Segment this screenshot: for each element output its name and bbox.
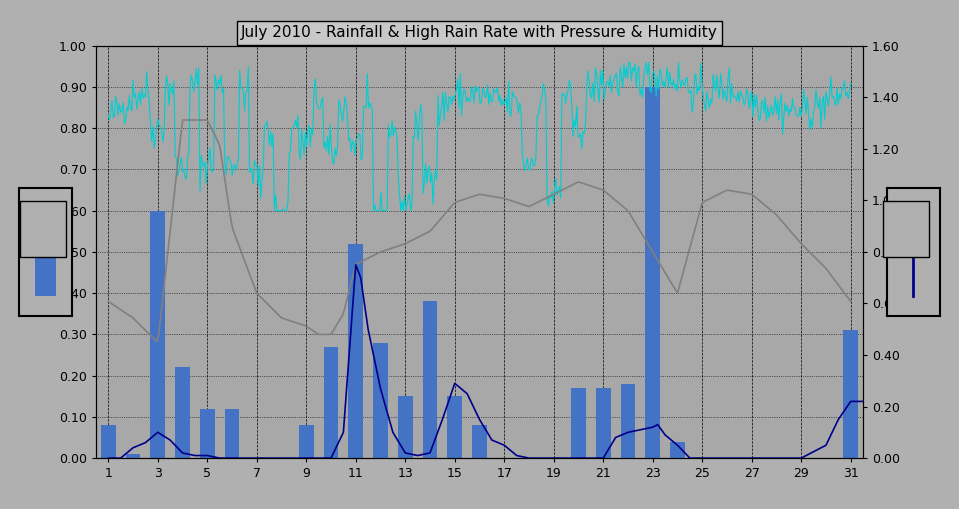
Title: July 2010 - Rainfall & High Rain Rate with Pressure & Humidity: July 2010 - Rainfall & High Rain Rate wi…	[241, 25, 718, 41]
Bar	[323, 347, 339, 458]
Bar	[596, 388, 611, 458]
Bar	[348, 244, 363, 458]
Bar	[199, 409, 215, 458]
Bar	[398, 397, 412, 458]
Bar	[571, 388, 586, 458]
Bar	[843, 330, 858, 458]
Bar	[35, 208, 56, 296]
Y-axis label: Rain Rate - in/hr: Rain Rate - in/hr	[905, 201, 919, 303]
Y-axis label: Rain - in: Rain - in	[40, 226, 54, 278]
Bar	[373, 343, 388, 458]
Bar	[423, 301, 437, 458]
Bar	[645, 87, 660, 458]
Bar	[101, 425, 116, 458]
Bar	[299, 425, 314, 458]
Bar	[224, 409, 240, 458]
Bar	[447, 397, 462, 458]
Bar	[175, 367, 190, 458]
Bar	[670, 442, 685, 458]
Bar	[151, 211, 165, 458]
Bar	[472, 425, 487, 458]
Bar	[126, 454, 140, 458]
Bar	[620, 384, 636, 458]
